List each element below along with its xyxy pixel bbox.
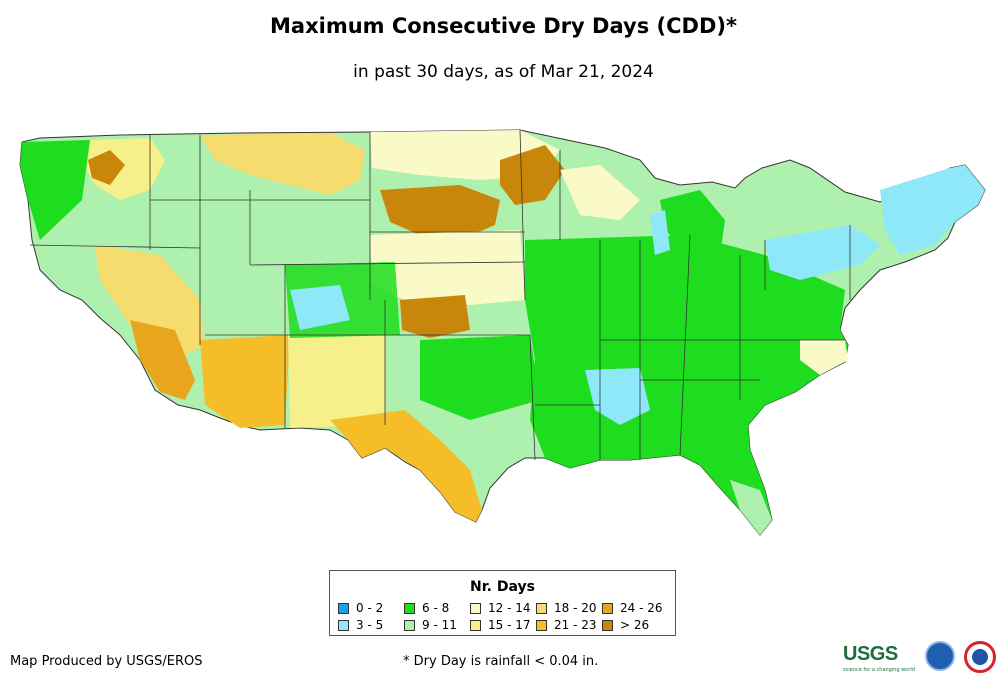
region-lakemi-blue xyxy=(650,210,670,255)
legend-label: 24 - 26 xyxy=(620,601,663,615)
region-ok-green xyxy=(420,335,540,420)
legend-label: 9 - 11 xyxy=(422,618,457,632)
region-ny-blue xyxy=(765,225,880,280)
region-ks-dark xyxy=(400,295,470,338)
map-subtitle: in past 30 days, as of Mar 21, 2024 xyxy=(353,62,654,82)
legend-swatch xyxy=(602,602,613,614)
region-east-green xyxy=(525,235,848,535)
legend-label: 3 - 5 xyxy=(356,618,384,632)
legend-swatch xyxy=(338,602,349,614)
region-sd-dark xyxy=(380,185,500,240)
region-tx-orange xyxy=(330,410,482,522)
legend-label: 0 - 2 xyxy=(356,601,384,615)
legend-swatch xyxy=(536,602,547,614)
legend-title: Nr. Days xyxy=(470,579,535,595)
legend-grid: 0 - 2 6 - 8 12 - 14 18 - 20 24 - 26 3 - … xyxy=(338,601,668,632)
legend-item: > 26 xyxy=(602,618,668,632)
region-nw-dark xyxy=(88,150,125,185)
agency-logos: USGS science for a changing world xyxy=(843,640,1003,684)
region-michigan-green xyxy=(660,190,725,255)
region-nm-yellow xyxy=(288,332,385,428)
region-ms-blue xyxy=(585,368,650,425)
legend: Nr. Days 0 - 2 6 - 8 12 - 14 18 - 20 24 … xyxy=(329,570,676,636)
legend-label: 21 - 23 xyxy=(554,618,597,632)
legend-item: 12 - 14 xyxy=(470,601,536,615)
state-boundaries xyxy=(29,129,851,461)
region-wi-yellow xyxy=(560,165,640,220)
dry-day-footnote: * Dry Day is rainfall < 0.04 in. xyxy=(403,654,599,669)
legend-swatch xyxy=(404,602,415,614)
map-credit: Map Produced by USGS/EROS xyxy=(10,654,203,669)
region-ne-montana-yellow xyxy=(200,133,365,195)
legend-item: 15 - 17 xyxy=(470,618,536,632)
legend-item: 21 - 23 xyxy=(536,618,602,632)
region-fl-light xyxy=(730,480,772,535)
nws-logo-center xyxy=(972,649,988,665)
legend-swatch xyxy=(536,619,547,631)
region-pnw-green xyxy=(20,140,90,240)
legend-item: 18 - 20 xyxy=(536,601,602,615)
legend-item: 24 - 26 xyxy=(602,601,668,615)
nws-logo-icon xyxy=(964,641,996,673)
legend-swatch xyxy=(602,619,613,631)
legend-item: 0 - 2 xyxy=(338,601,404,615)
legend-label: 18 - 20 xyxy=(554,601,597,615)
region-mn-dark xyxy=(500,145,565,205)
cdd-map xyxy=(19,129,986,536)
legend-label: > 26 xyxy=(620,618,650,632)
usgs-tagline: science for a changing world xyxy=(843,667,915,673)
map-title: Maximum Consecutive Dry Days (CDD)* xyxy=(270,14,737,38)
region-nc-light xyxy=(800,340,848,375)
region-co-blue xyxy=(290,285,350,330)
region-ne-yellow xyxy=(370,230,525,305)
noaa-logo-icon xyxy=(925,641,955,671)
legend-label: 6 - 8 xyxy=(422,601,450,615)
legend-item: 6 - 8 xyxy=(404,601,470,615)
region-nevada-orange xyxy=(95,245,205,360)
usgs-logo: USGS xyxy=(843,643,898,665)
legend-swatch xyxy=(470,619,481,631)
region-az-orange xyxy=(200,335,290,428)
region-ne-blue xyxy=(880,165,985,255)
legend-swatch xyxy=(470,602,481,614)
legend-swatch xyxy=(404,619,415,631)
region-socal-dark xyxy=(130,320,195,400)
legend-label: 15 - 17 xyxy=(488,618,531,632)
legend-label: 12 - 14 xyxy=(488,601,531,615)
legend-item: 3 - 5 xyxy=(338,618,404,632)
legend-item: 9 - 11 xyxy=(404,618,470,632)
legend-swatch xyxy=(338,619,349,631)
